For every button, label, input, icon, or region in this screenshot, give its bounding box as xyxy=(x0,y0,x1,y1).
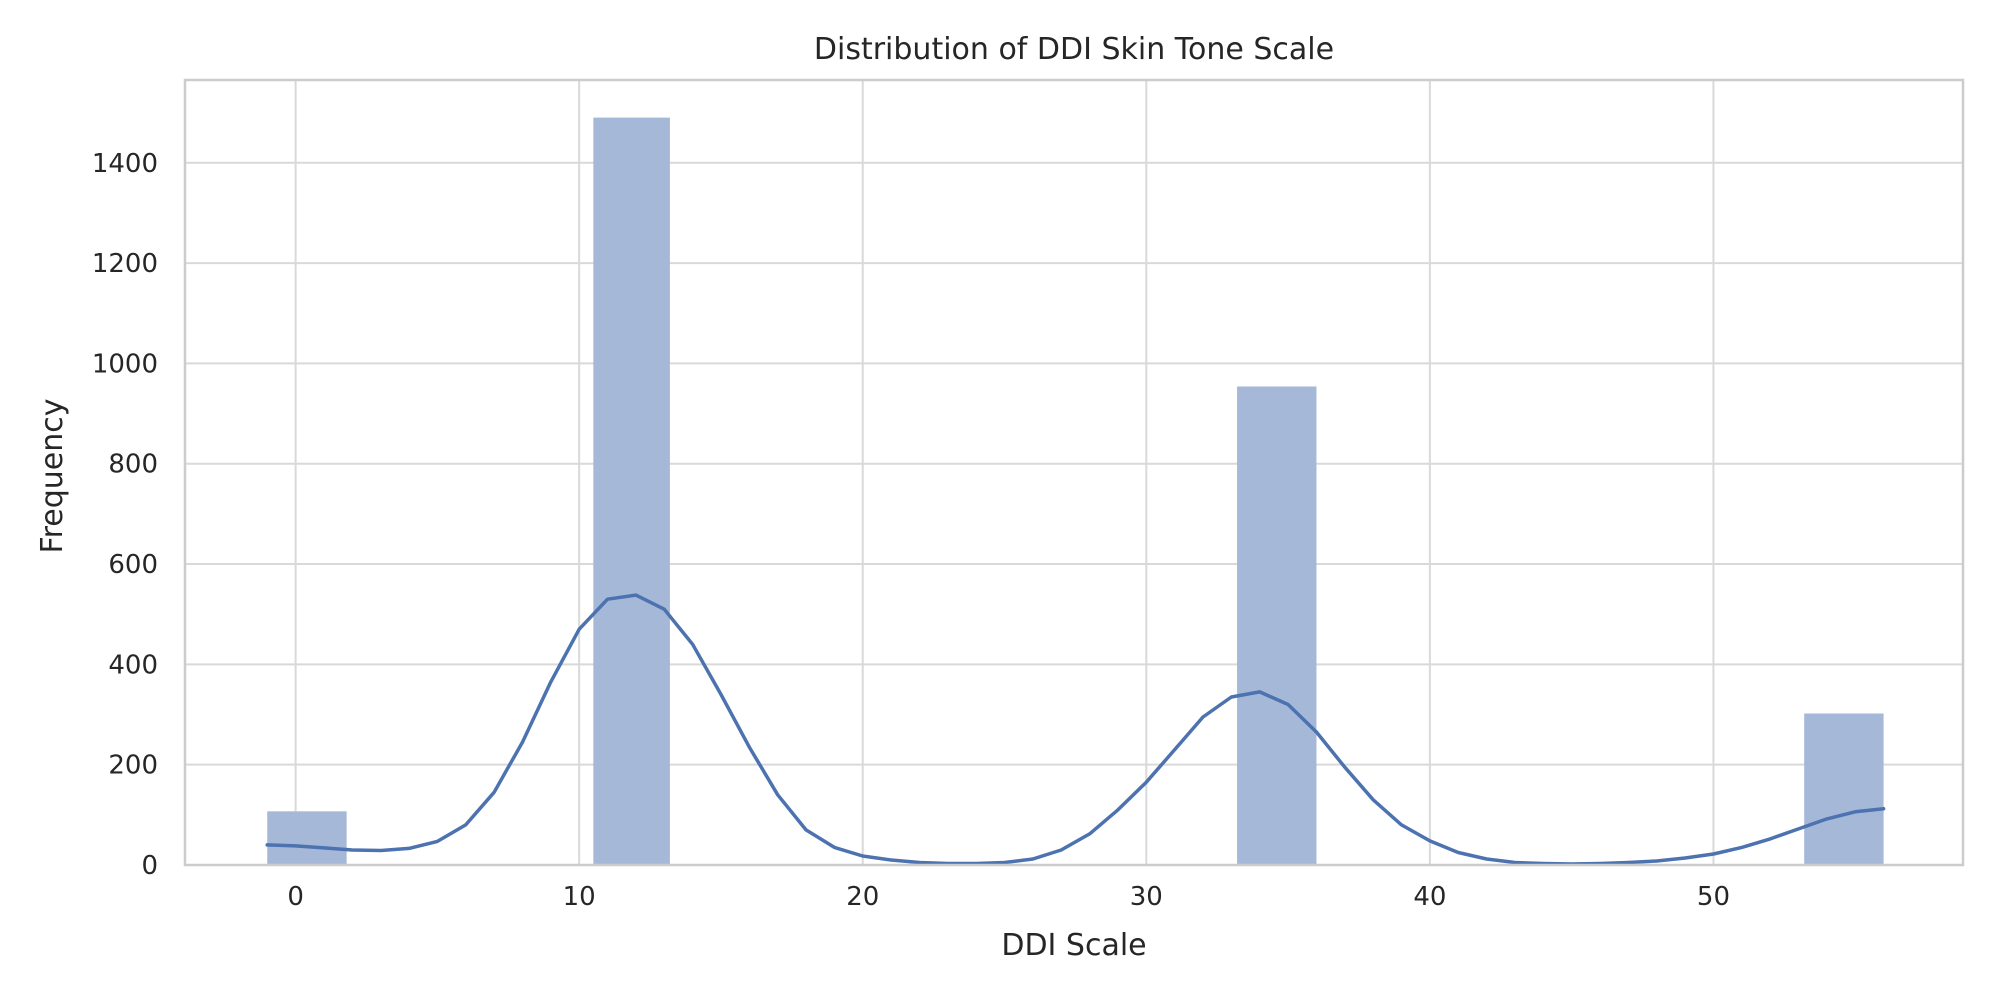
y-tick-label: 1200 xyxy=(92,249,158,279)
chart-title: Distribution of DDI Skin Tone Scale xyxy=(814,32,1334,67)
y-tick-labels: 0 200 400 600 800 1000 1200 1400 xyxy=(92,149,158,881)
x-tick-label: 40 xyxy=(1413,882,1446,912)
histogram-bar xyxy=(593,117,670,865)
histogram-bar xyxy=(267,811,347,865)
x-tick-label: 30 xyxy=(1130,882,1163,912)
x-axis-label: DDI Scale xyxy=(1001,928,1146,963)
histogram-bar xyxy=(1804,713,1884,865)
histogram-bars xyxy=(267,117,1884,865)
kde-curve xyxy=(265,593,1886,866)
y-tick-label: 800 xyxy=(108,450,158,480)
y-tick-label: 1000 xyxy=(92,349,158,379)
histogram-bar xyxy=(1237,386,1317,865)
grid-lines xyxy=(185,80,1963,866)
y-tick-label: 0 xyxy=(141,851,158,881)
y-tick-label: 400 xyxy=(108,650,158,680)
x-tick-labels: 0 10 20 30 40 50 xyxy=(287,882,1730,912)
x-tick-label: 20 xyxy=(846,882,879,912)
y-tick-label: 1400 xyxy=(92,149,158,179)
y-tick-label: 600 xyxy=(108,550,158,580)
x-tick-label: 10 xyxy=(563,882,596,912)
kde-line xyxy=(265,593,1886,866)
y-tick-label: 200 xyxy=(108,751,158,781)
x-tick-label: 50 xyxy=(1697,882,1730,912)
x-tick-label: 0 xyxy=(287,882,304,912)
y-axis-label: Frequency xyxy=(35,399,70,554)
plot-frame xyxy=(183,78,1965,867)
